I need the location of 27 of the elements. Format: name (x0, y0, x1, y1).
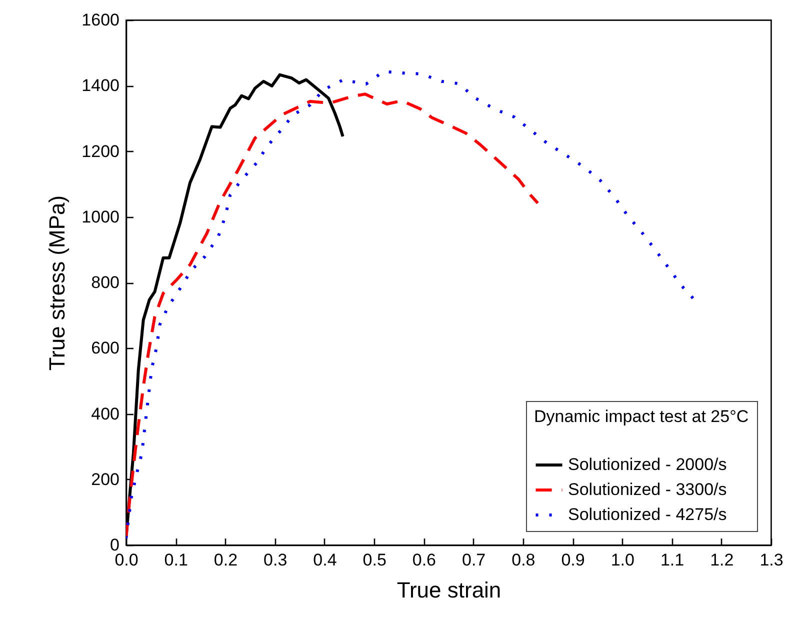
legend-title: Dynamic impact test at 25°C (534, 407, 749, 426)
y-tick-label: 200 (91, 470, 120, 489)
y-tick-label: 1400 (82, 76, 120, 96)
x-tick-label: 0.3 (264, 550, 288, 570)
x-tick-label: 0.7 (462, 550, 486, 570)
x-tick-label: 0.6 (412, 550, 436, 570)
x-tick-label: 1.2 (710, 550, 734, 570)
legend-label: Solutionized - 3300/s (568, 480, 727, 499)
x-tick-label: 0.4 (313, 550, 337, 570)
y-tick-label: 1000 (82, 207, 120, 226)
legend-label: Solutionized - 2000/s (568, 455, 727, 474)
x-tick-label: 0.1 (164, 550, 188, 570)
y-tick-label: 1600 (82, 10, 120, 30)
x-tick-label: 0.2 (214, 550, 238, 570)
x-tick-label: 0.5 (362, 550, 386, 570)
legend-label: Solutionized - 4275/s (568, 505, 727, 524)
y-tick-label: 800 (91, 273, 120, 292)
x-tick-label: 0.9 (561, 550, 585, 570)
y-axis-title: True stress (MPa) (44, 195, 70, 371)
x-tick-label: 1.3 (760, 550, 784, 570)
x-tick-label: 1.0 (610, 550, 634, 570)
y-tick-label: 1200 (82, 142, 120, 161)
x-tick-label: 0.8 (512, 550, 536, 570)
y-tick-label: 600 (91, 338, 120, 358)
y-tick-label: 400 (91, 404, 120, 424)
x-tick-label: 1.1 (660, 550, 684, 570)
x-axis-title: True strain (396, 578, 502, 602)
